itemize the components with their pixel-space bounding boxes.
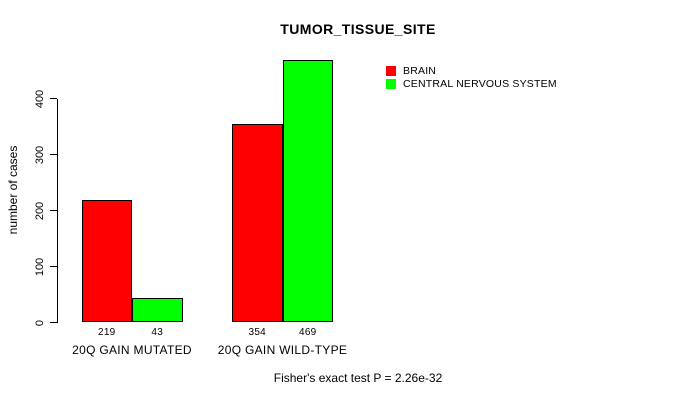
legend-item: BRAIN bbox=[386, 64, 557, 77]
annotation-text: Fisher's exact test P = 2.26e-32 bbox=[273, 371, 443, 385]
y-axis-tick-label: 400 bbox=[34, 89, 46, 108]
legend-label: CENTRAL NERVOUS SYSTEM bbox=[403, 77, 557, 90]
bar-value-label: 219 bbox=[97, 327, 116, 338]
y-axis-tick bbox=[50, 322, 57, 323]
legend-swatch-icon bbox=[386, 78, 396, 89]
y-axis-tick bbox=[50, 266, 57, 267]
y-axis-tick bbox=[50, 210, 57, 211]
y-axis-line bbox=[57, 98, 58, 323]
legend-label: BRAIN bbox=[403, 64, 437, 77]
legend: BRAIN CENTRAL NERVOUS SYSTEM bbox=[386, 64, 557, 90]
bar-value-label: 43 bbox=[151, 327, 164, 338]
bar-central-nervous-system bbox=[132, 298, 183, 323]
bar-value-label: 354 bbox=[248, 327, 267, 338]
y-axis-tick bbox=[50, 98, 57, 99]
y-axis-tick bbox=[50, 154, 57, 155]
bar-central-nervous-system bbox=[282, 59, 333, 323]
legend-swatch-icon bbox=[386, 65, 396, 76]
bar-value-label: 469 bbox=[298, 327, 317, 338]
y-axis-tick-label: 200 bbox=[34, 201, 46, 220]
y-axis-tick-label: 300 bbox=[34, 145, 46, 164]
bar-brain bbox=[81, 199, 132, 323]
chart-title: TUMOR_TISSUE_SITE bbox=[280, 21, 436, 37]
category-label: 20Q GAIN WILD-TYPE bbox=[217, 343, 348, 357]
y-axis-tick-label: 0 bbox=[34, 319, 46, 326]
bar-brain bbox=[232, 124, 283, 323]
y-axis-tick-label: 100 bbox=[34, 257, 46, 276]
legend-item: CENTRAL NERVOUS SYSTEM bbox=[386, 77, 557, 90]
category-label: 20Q GAIN MUTATED bbox=[72, 343, 192, 357]
